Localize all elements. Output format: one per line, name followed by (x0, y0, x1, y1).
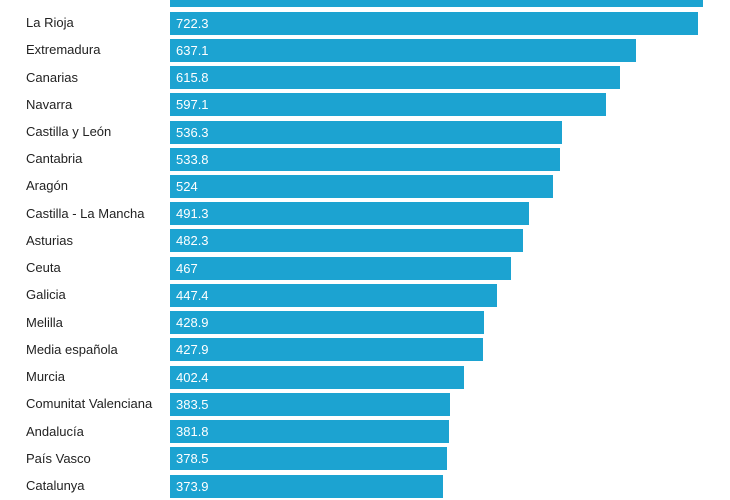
data-label: 428.9 (176, 315, 209, 331)
category-label: Castilla - La Mancha (26, 205, 145, 221)
bar (170, 120, 563, 144)
bar (170, 256, 512, 280)
category-label: Aragón (26, 178, 68, 194)
data-label: 381.8 (176, 424, 209, 440)
data-label: 597.1 (176, 97, 209, 113)
bar (170, 338, 483, 362)
category-label: Ceuta (26, 260, 61, 276)
category-label: Galicia (26, 287, 66, 303)
data-label: 383.5 (176, 396, 209, 412)
data-label: 533.8 (176, 151, 209, 167)
data-label: 427.9 (176, 342, 209, 358)
bar (170, 283, 498, 307)
category-label: Comunitat Valenciana (26, 396, 153, 412)
category-label: La Rioja (26, 15, 74, 31)
category-label: Melilla (26, 314, 63, 330)
data-label: 447.4 (176, 287, 209, 303)
data-label: 378.5 (176, 451, 209, 467)
category-label: Andalucía (26, 423, 84, 439)
data-label: 637.1 (176, 42, 209, 58)
category-label: Media española (26, 341, 118, 357)
bar (170, 202, 530, 226)
bar (170, 174, 554, 198)
category-label: Catalunya (26, 478, 85, 494)
category-label: Asturias (26, 232, 73, 248)
bar (170, 447, 447, 471)
category-label: Cantabria (26, 151, 83, 167)
bar (170, 229, 523, 253)
category-label: Murcia (26, 369, 66, 385)
data-label: 491.3 (176, 206, 209, 222)
bar (170, 11, 698, 35)
data-label: 482.3 (176, 233, 209, 249)
bar (170, 66, 621, 90)
data-label: 722.3 (176, 15, 209, 31)
bar (170, 392, 451, 416)
category-label: Canarias (26, 69, 79, 85)
bar (170, 420, 450, 444)
bar (170, 38, 636, 62)
category-label: País Vasco (26, 450, 91, 466)
category-label: Castilla y León (26, 124, 112, 139)
bar (170, 311, 484, 335)
bar (170, 93, 607, 117)
data-label: 615.8 (176, 70, 209, 86)
category-label: Navarra (26, 96, 73, 112)
category-label: Illes Balears (26, 0, 97, 7)
data-label: 524 (176, 178, 198, 194)
data-label: 467 (176, 260, 198, 276)
category-label: Extremadura (26, 42, 101, 58)
data-label: 373.9 (176, 478, 209, 494)
bar (170, 0, 704, 8)
bar (170, 365, 465, 389)
bar (170, 147, 561, 171)
data-label: 729.7 (176, 0, 209, 7)
bar (170, 474, 444, 498)
data-label: 536.3 (176, 124, 209, 140)
data-label: 402.4 (176, 369, 209, 385)
